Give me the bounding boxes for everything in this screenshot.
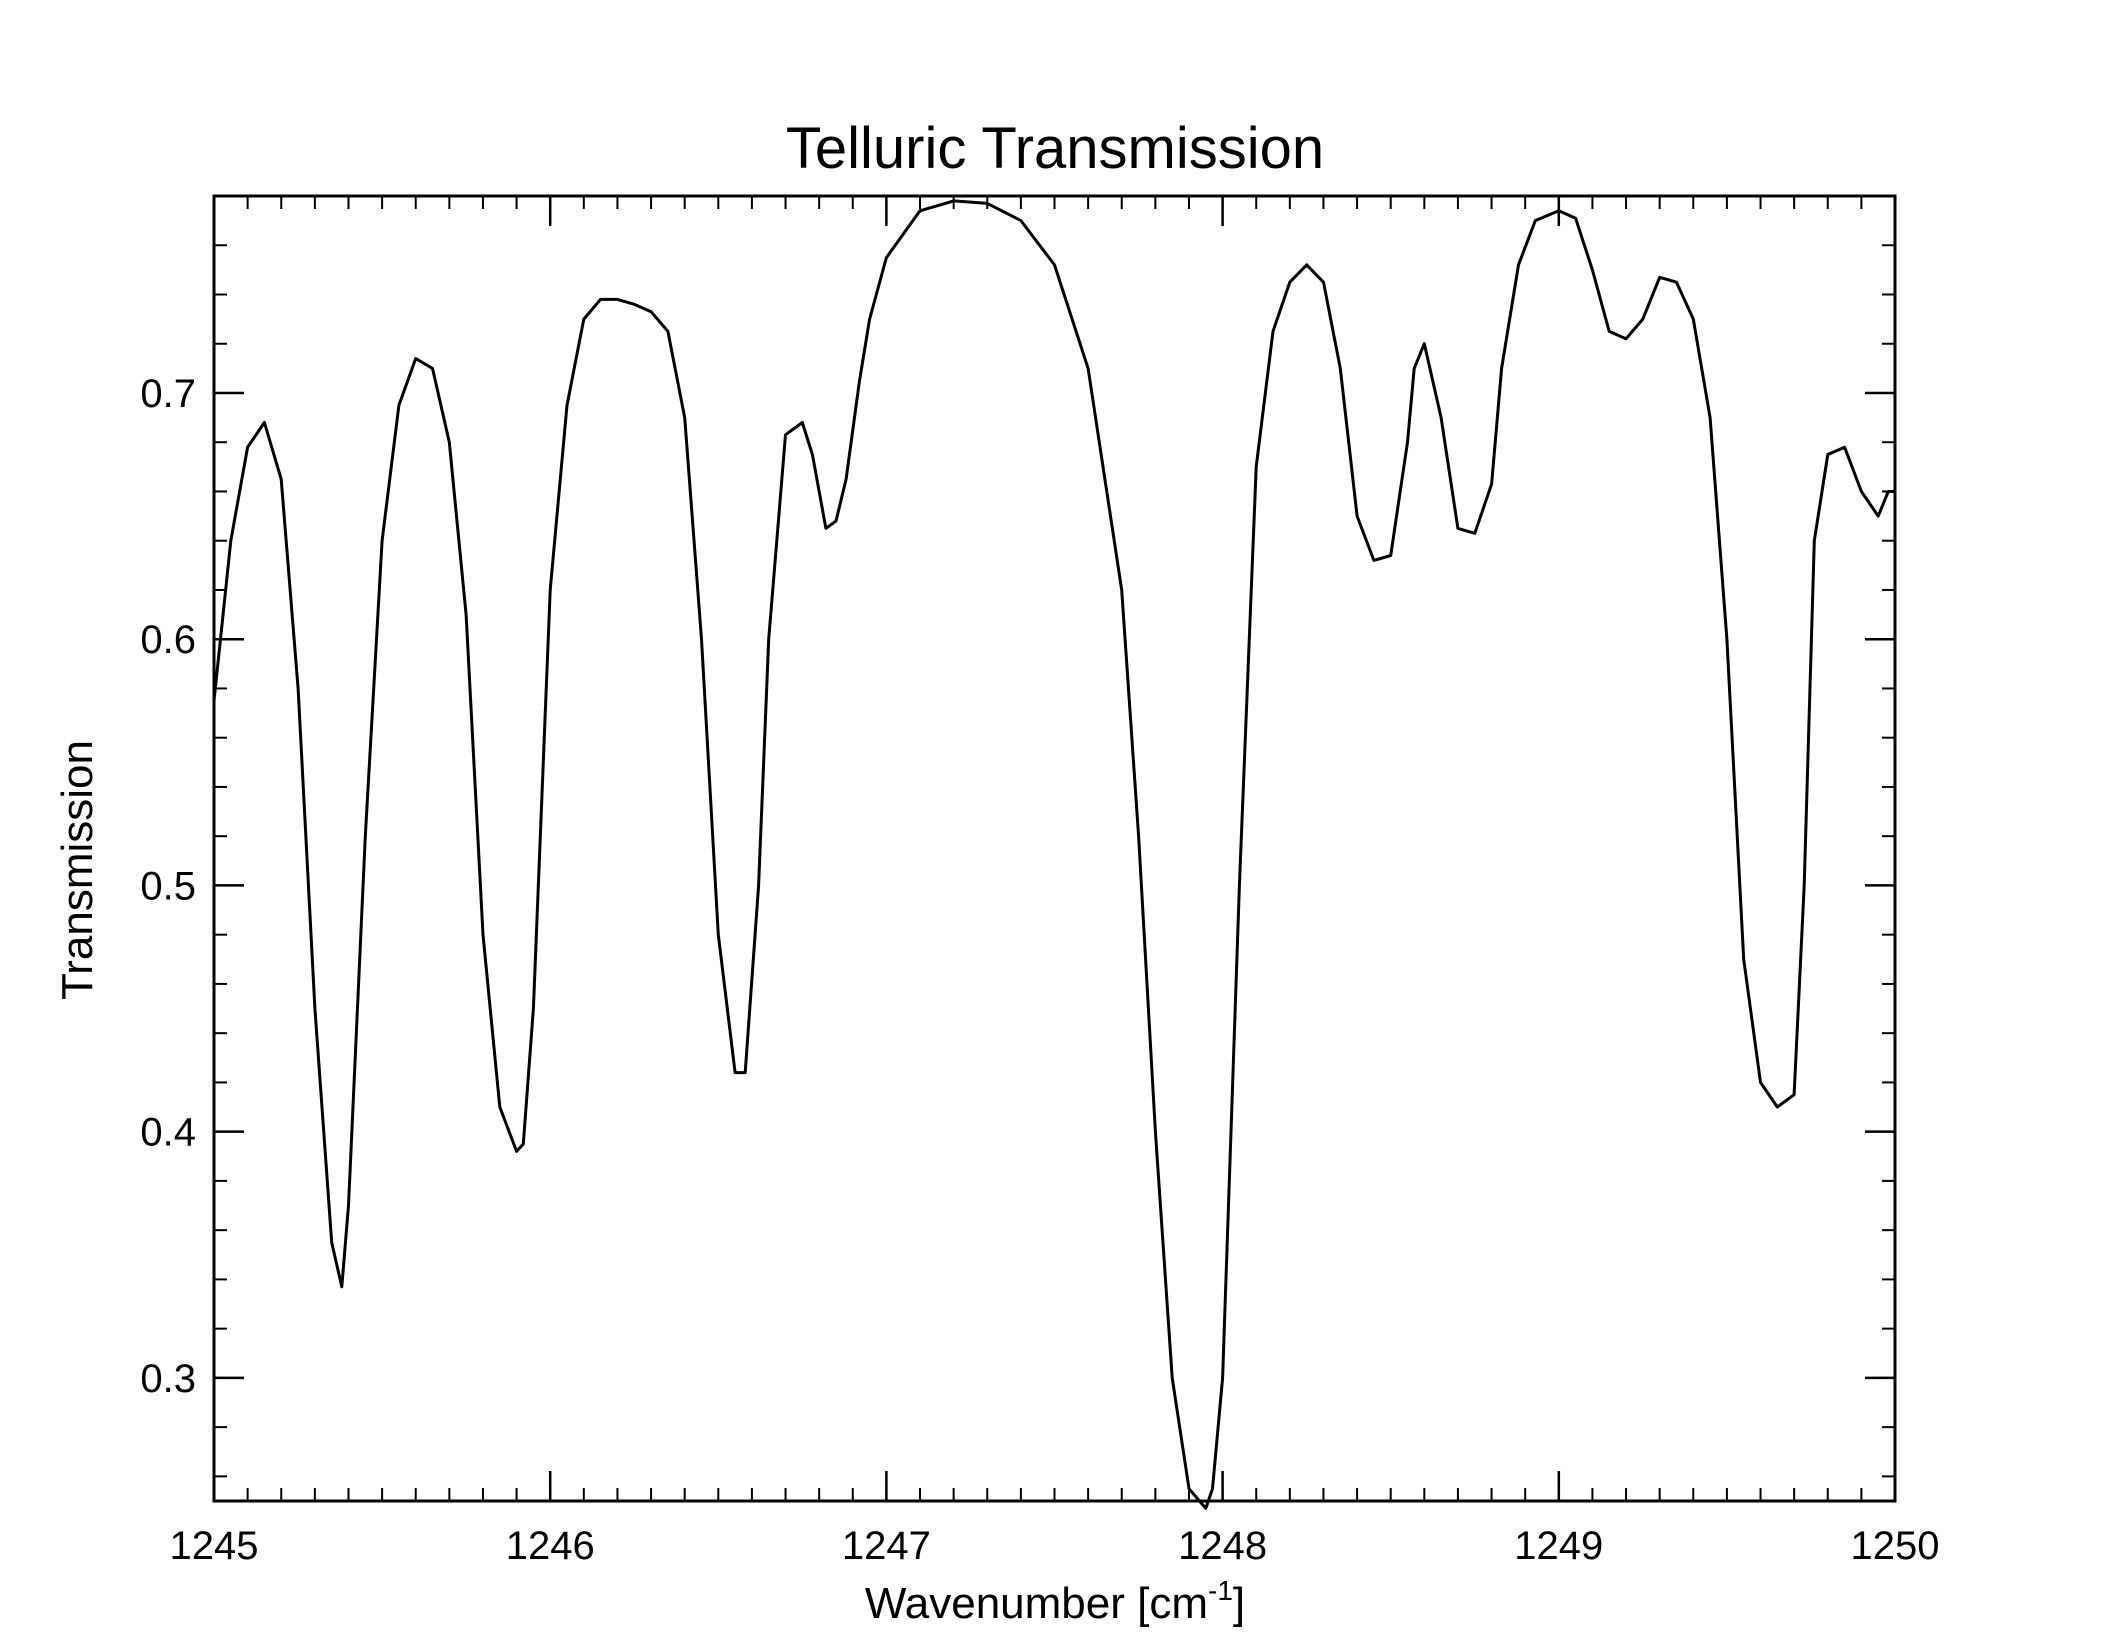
x-axis-title-suffix: ] [1233, 1579, 1245, 1628]
x-tick-label: 1250 [1851, 1524, 1940, 1568]
y-axis-title: Transmission [53, 740, 102, 1000]
x-axis-title-main: Wavenumber [cm [865, 1579, 1208, 1628]
chart-title: Telluric Transmission [786, 116, 1324, 181]
y-tick-label: 0.6 [140, 618, 196, 662]
x-tick-label: 1245 [170, 1524, 259, 1568]
plot-area [212, 194, 1897, 1510]
x-tick-labels: 1245 1246 1247 1248 1249 1250 [170, 1524, 1940, 1568]
plot-frame [212, 194, 1897, 1503]
y-tick-label: 0.7 [140, 372, 196, 416]
x-axis-title-superscript: -1 [1208, 1575, 1233, 1606]
y-tick-label: 0.3 [140, 1357, 196, 1401]
x-tick-label: 1246 [506, 1524, 595, 1568]
series-line [212, 199, 1895, 1510]
x-tick-label: 1249 [1514, 1524, 1603, 1568]
x-tick-label: 1248 [1178, 1524, 1267, 1568]
major-ticks [212, 196, 1897, 1501]
x-tick-label: 1247 [842, 1524, 931, 1568]
y-tick-label: 0.4 [140, 1111, 196, 1155]
x-axis-title: Wavenumber [cm-1] [865, 1575, 1245, 1628]
y-tick-labels: 0.3 0.4 0.5 0.6 0.7 [140, 372, 196, 1401]
y-tick-label: 0.5 [140, 864, 196, 908]
minor-ticks [213, 195, 1896, 1501]
